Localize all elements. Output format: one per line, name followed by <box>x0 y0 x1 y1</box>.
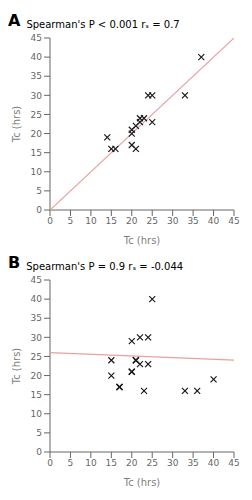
svg-text:35: 35 <box>187 458 198 468</box>
svg-text:15: 15 <box>106 216 117 226</box>
svg-text:15: 15 <box>31 148 42 158</box>
svg-text:0: 0 <box>36 447 42 457</box>
html-text:B Spearman's P = 0.9 rₛ = -0.0: B Spearman's P = 0.9 rₛ = -0.044 <box>8 253 184 272</box>
svg-text:30: 30 <box>167 458 179 468</box>
svg-text:30: 30 <box>31 333 43 343</box>
svg-text:35: 35 <box>31 71 42 81</box>
svg-text:25: 25 <box>31 352 42 362</box>
svg-text:5: 5 <box>36 186 42 196</box>
svg-text:5: 5 <box>68 216 74 226</box>
svg-text:45: 45 <box>31 275 42 285</box>
svg-text:25: 25 <box>146 216 157 226</box>
svg-text:10: 10 <box>31 409 43 419</box>
svg-text:40: 40 <box>208 216 220 226</box>
svg-text:15: 15 <box>31 390 42 400</box>
svg-text:45: 45 <box>31 33 42 43</box>
svg-text:0: 0 <box>36 205 42 215</box>
svg-text:0: 0 <box>47 216 53 226</box>
svg-text:10: 10 <box>85 458 97 468</box>
svg-text:5: 5 <box>36 428 42 438</box>
svg-text:10: 10 <box>31 167 43 177</box>
svg-text:0: 0 <box>47 458 53 468</box>
svg-text:15: 15 <box>106 458 117 468</box>
svg-text:Tc (hrs): Tc (hrs) <box>11 106 22 144</box>
html-text:A Spearman's P < 0.001 rₛ = 0.: A Spearman's P < 0.001 rₛ = 0.7 <box>8 11 180 30</box>
svg-text:30: 30 <box>167 216 179 226</box>
svg-text:5: 5 <box>68 458 74 468</box>
svg-text:25: 25 <box>31 110 42 120</box>
svg-text:20: 20 <box>126 458 138 468</box>
svg-text:20: 20 <box>31 129 43 139</box>
svg-text:35: 35 <box>187 216 198 226</box>
svg-text:20: 20 <box>31 371 43 381</box>
svg-text:30: 30 <box>31 91 43 101</box>
svg-text:Tc (hrs): Tc (hrs) <box>123 235 161 246</box>
svg-text:25: 25 <box>146 458 157 468</box>
svg-text:Tc (hrs): Tc (hrs) <box>11 348 22 386</box>
svg-text:40: 40 <box>31 52 43 62</box>
svg-text:10: 10 <box>85 216 97 226</box>
svg-text:45: 45 <box>228 458 239 468</box>
svg-text:Tc (hrs): Tc (hrs) <box>123 477 161 488</box>
svg-text:45: 45 <box>228 216 239 226</box>
svg-text:20: 20 <box>126 216 138 226</box>
svg-text:40: 40 <box>31 294 43 304</box>
svg-text:40: 40 <box>208 458 220 468</box>
svg-text:35: 35 <box>31 313 42 323</box>
